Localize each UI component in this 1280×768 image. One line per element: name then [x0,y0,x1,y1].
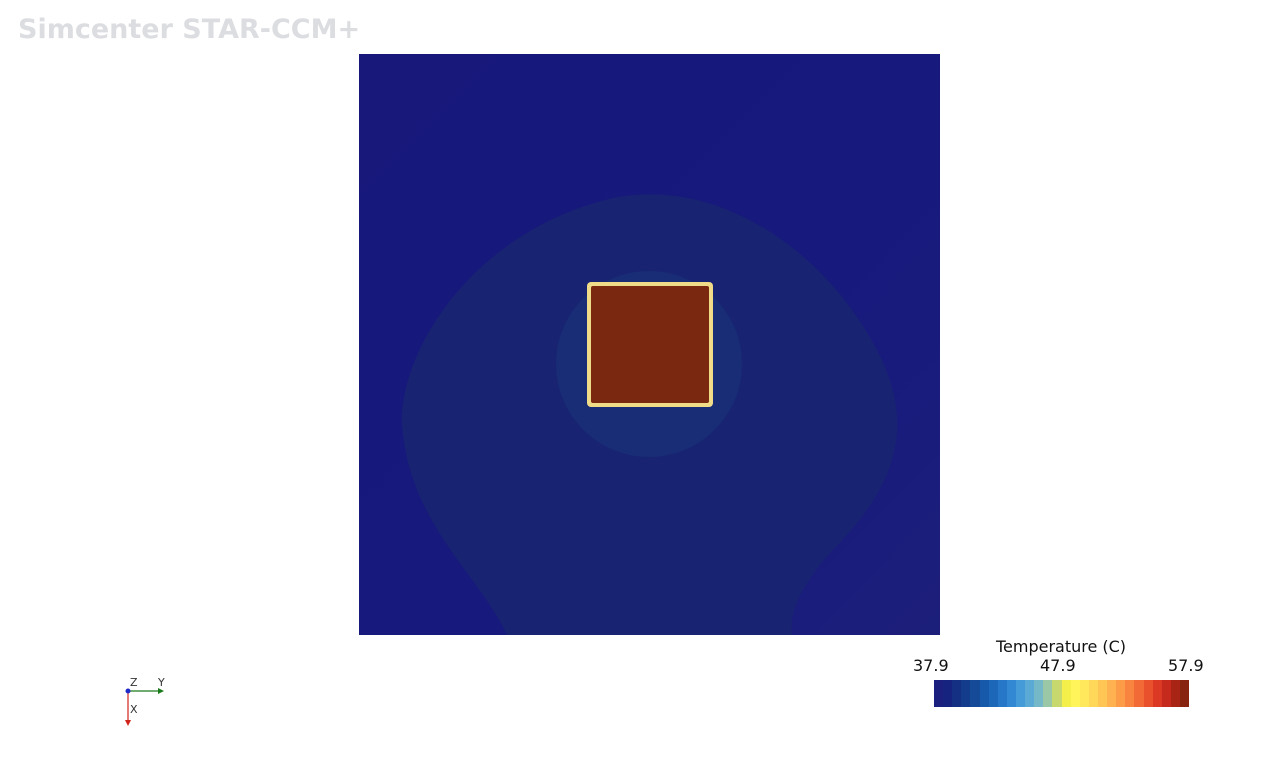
colormap-band [1006,680,1016,707]
axis-triad[interactable] [118,672,178,732]
colormap-band [970,680,980,707]
colormap-band [1052,680,1062,707]
colormap-band [1107,680,1117,707]
colormap-band [1125,680,1135,707]
colormap-band [1043,680,1053,707]
colormap-band [1015,680,1026,707]
colormap-band [997,680,1007,707]
colormap-band [1088,680,1098,707]
colormap-band [961,680,971,707]
heated-block [591,286,709,403]
scene-viewport[interactable] [359,54,940,635]
colormap-band [988,680,998,707]
scalar-bar-max-label: 57.9 [1168,656,1204,675]
colormap-band [943,680,953,707]
colormap-band [1179,680,1190,707]
colormap-band [1097,680,1108,707]
app-watermark: Simcenter STAR-CCM+ [18,14,361,45]
colormap-band [1134,680,1144,707]
colormap-band [1034,680,1044,707]
colormap-band [1116,680,1126,707]
colormap-band [1170,680,1180,707]
colormap-band [1061,680,1071,707]
triad-z-label: Z [130,676,138,689]
colormap-band [1025,680,1035,707]
colormap-band [1079,680,1089,707]
colormap-band [952,680,962,707]
colormap-band [934,680,944,707]
colormap-band [1070,680,1080,707]
triad-x-label: X [130,703,138,716]
scalar-bar-colormap [934,680,1190,707]
colormap-band [979,680,989,707]
scalar-bar-min-label: 37.9 [913,656,949,675]
scalar-bar-mid-label: 47.9 [1040,656,1076,675]
temperature-contour [401,194,898,635]
colormap-band [1152,680,1162,707]
triad-y-label: Y [158,676,165,689]
colormap-band [1143,680,1153,707]
scalar-bar-title: Temperature (C) [995,637,1127,656]
colormap-band [1161,680,1171,707]
